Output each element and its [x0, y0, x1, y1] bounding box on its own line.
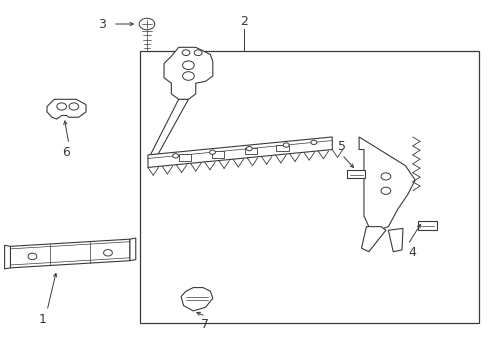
Polygon shape: [346, 170, 365, 178]
Circle shape: [182, 61, 194, 69]
Polygon shape: [47, 99, 86, 119]
Circle shape: [69, 103, 79, 110]
Polygon shape: [148, 137, 331, 167]
Circle shape: [380, 187, 390, 194]
Circle shape: [380, 173, 390, 180]
Text: 6: 6: [62, 146, 70, 159]
Circle shape: [172, 154, 178, 158]
Text: 3: 3: [98, 18, 105, 31]
Polygon shape: [387, 228, 402, 252]
Text: 7: 7: [201, 318, 209, 331]
Text: 4: 4: [408, 246, 416, 259]
Polygon shape: [10, 239, 130, 268]
Circle shape: [194, 50, 202, 55]
Bar: [178, 154, 190, 161]
Polygon shape: [417, 221, 436, 230]
Circle shape: [310, 140, 316, 144]
Circle shape: [283, 143, 288, 147]
Text: 2: 2: [240, 15, 248, 28]
Polygon shape: [130, 238, 136, 261]
Polygon shape: [4, 245, 10, 269]
Circle shape: [57, 103, 66, 110]
Polygon shape: [150, 99, 188, 155]
Circle shape: [209, 150, 215, 154]
Polygon shape: [358, 137, 414, 230]
Bar: [211, 151, 224, 158]
Bar: [244, 148, 257, 154]
Text: 5: 5: [337, 140, 346, 153]
Circle shape: [246, 147, 252, 151]
Bar: [276, 145, 288, 151]
Text: 1: 1: [38, 313, 46, 326]
Polygon shape: [163, 47, 212, 99]
Circle shape: [182, 50, 189, 55]
Polygon shape: [181, 288, 212, 311]
Bar: [140, 51, 478, 323]
Circle shape: [103, 249, 112, 256]
Circle shape: [139, 18, 155, 30]
Circle shape: [28, 253, 37, 260]
Polygon shape: [361, 226, 385, 252]
Circle shape: [182, 72, 194, 80]
